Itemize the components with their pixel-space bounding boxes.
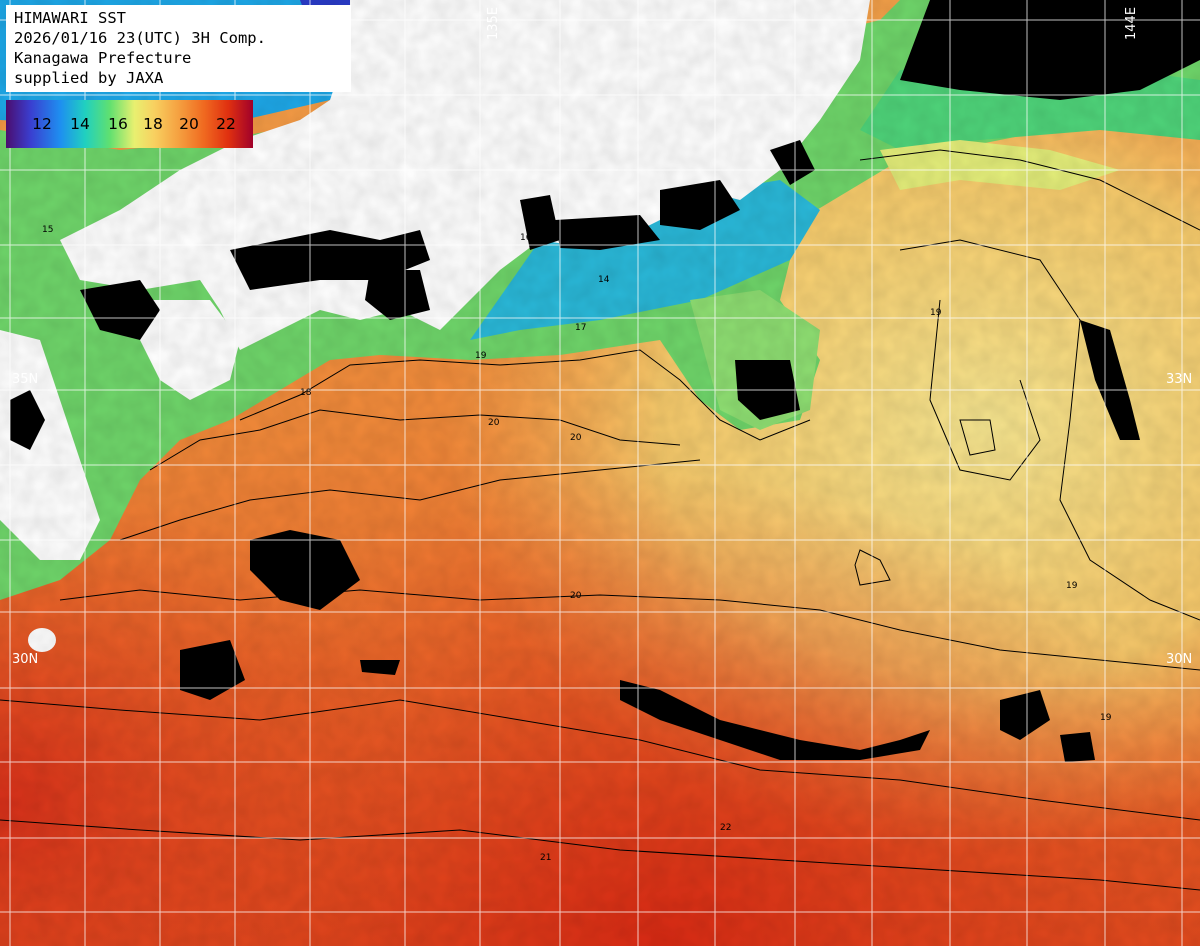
contour-label: 19	[475, 351, 487, 361]
contour-label: 20	[570, 591, 582, 601]
contour-label: 14	[598, 275, 610, 285]
timestamp: 2026/01/16 23(UTC) 3H Comp.	[14, 29, 266, 47]
color-scale: 12 14 16 18 20 22	[6, 100, 253, 148]
scale-label: 22	[216, 115, 236, 133]
lat-label-35n: 35N	[12, 372, 39, 387]
lat-label-30n-west: 30N	[12, 652, 39, 667]
contour-label: 20	[570, 433, 582, 443]
contour-label: 15	[42, 225, 53, 235]
contour-label: 18	[300, 388, 312, 398]
data-credit: supplied by JAXA	[14, 69, 164, 87]
contour-label: 19	[1100, 713, 1112, 723]
scale-label: 18	[143, 115, 163, 133]
contour-label: 20	[488, 418, 500, 428]
lat-label-30n-east: 30N	[1166, 652, 1193, 667]
scale-label: 14	[70, 115, 90, 133]
info-box: HIMAWARI SST 2026/01/16 23(UTC) 3H Comp.…	[6, 5, 351, 92]
contour-label: 19	[930, 308, 942, 318]
contour-label: 19	[1066, 581, 1078, 591]
provider-region: Kanagawa Prefecture	[14, 49, 192, 67]
lon-label-135e: 135E	[486, 6, 501, 40]
lon-label-144e: 144E	[1124, 6, 1139, 40]
scale-label: 12	[32, 115, 52, 133]
contour-label: 17	[575, 323, 586, 333]
contour-label: 16	[520, 233, 532, 243]
lat-label-33n: 33N	[1166, 372, 1193, 387]
product-title: HIMAWARI SST	[14, 9, 126, 27]
scale-label: 16	[108, 115, 128, 133]
contour-label: 21	[540, 853, 551, 863]
contour-label: 22	[720, 823, 731, 833]
scale-label: 20	[179, 115, 199, 133]
